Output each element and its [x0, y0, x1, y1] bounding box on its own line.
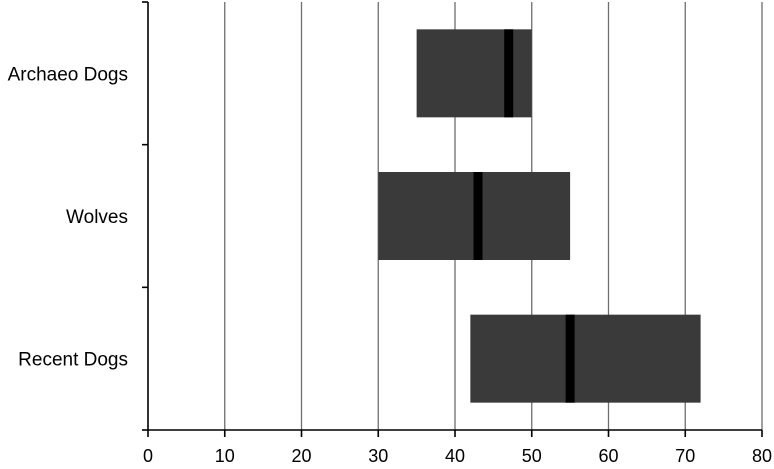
category-label: Wolves: [66, 207, 128, 228]
x-tick-label: 50: [522, 446, 542, 466]
range-bar: [470, 314, 701, 403]
x-tick-label: 10: [215, 446, 235, 466]
median-marker: [473, 172, 483, 260]
x-tick-label: 80: [752, 446, 772, 466]
category-label: Archaeo Dogs: [8, 64, 128, 85]
range-bar: [416, 29, 532, 118]
median-marker: [504, 29, 514, 118]
x-tick-label: 40: [445, 446, 465, 466]
axes: [142, 1, 763, 437]
labels: 0 10 20 30 40 50 60 70 80 Archaeo Dogs Wolves Recen…: [8, 64, 772, 466]
x-tick-label: 60: [598, 446, 618, 466]
range-bars: [378, 29, 701, 403]
median-marker: [565, 314, 575, 403]
x-tick-label: 0: [143, 446, 153, 466]
category-label: Recent Dogs: [18, 350, 128, 371]
x-tick-label: 70: [675, 446, 695, 466]
x-tick-label: 20: [291, 446, 311, 466]
x-tick-label: 30: [368, 446, 388, 466]
